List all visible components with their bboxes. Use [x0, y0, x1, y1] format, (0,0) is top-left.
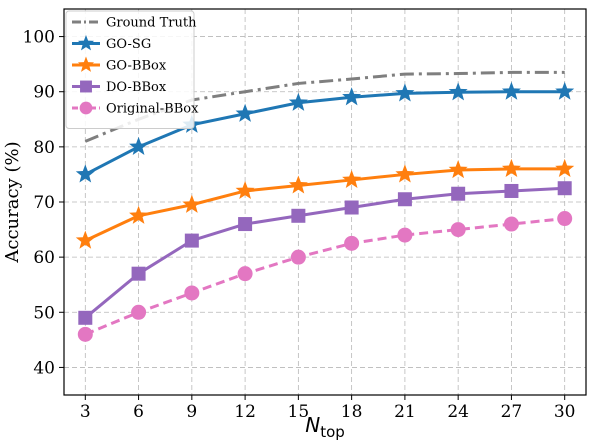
- series-line: [84, 167, 565, 242]
- y-tick-label: 50: [33, 303, 55, 323]
- data-point-star: [342, 169, 362, 189]
- legend-box: [65, 10, 195, 129]
- data-point-star: [288, 175, 308, 194]
- x-tick-label: 6: [133, 402, 144, 422]
- series-go-bbox: [75, 158, 575, 249]
- data-point-square: [80, 80, 92, 93]
- y-axis-ticks: 40 50 60 70 80 90 100: [23, 28, 64, 378]
- data-point-star: [501, 81, 521, 100]
- data-point-circle: [344, 235, 360, 251]
- series-line: [84, 217, 565, 336]
- x-tick-label: 21: [394, 402, 416, 422]
- data-point-star: [501, 158, 521, 177]
- data-point-circle: [79, 101, 93, 115]
- x-tick-label: 27: [501, 402, 523, 422]
- data-point-square: [504, 183, 519, 198]
- x-tick-label: 15: [288, 402, 310, 422]
- legend-label: GO-SG: [106, 37, 151, 52]
- series-line: [84, 186, 565, 319]
- y-tick-label: 40: [33, 358, 55, 378]
- legend-item: GO-BBox: [72, 56, 167, 74]
- data-point-square: [184, 233, 199, 248]
- y-tick-label: 70: [33, 193, 55, 213]
- y-axis-label: Accuracy (%): [2, 141, 23, 263]
- legend-label: Ground Truth: [106, 16, 197, 31]
- data-point-star: [555, 158, 575, 177]
- x-axis-ticks: 3 6 9 12 15 18 21 24 27 30: [80, 395, 576, 422]
- data-point-star: [75, 164, 95, 183]
- data-point-star: [555, 81, 575, 100]
- data-point-star: [342, 87, 362, 106]
- data-point-circle: [77, 326, 93, 342]
- data-point-square: [78, 310, 93, 325]
- series-line: [84, 90, 565, 176]
- x-tick-label: 3: [80, 402, 91, 422]
- data-point-star: [288, 92, 308, 111]
- data-point-circle: [184, 285, 200, 301]
- legend-item: Ground Truth: [72, 16, 197, 31]
- data-point-star: [129, 205, 149, 224]
- y-tick-label: 80: [33, 138, 55, 158]
- data-point-star: [77, 56, 95, 72]
- data-point-circle: [557, 211, 573, 227]
- data-point-square: [344, 200, 359, 215]
- data-point-square: [451, 186, 466, 201]
- data-point-circle: [131, 304, 147, 320]
- legend-label: Original-BBox: [106, 102, 199, 117]
- data-point-star: [75, 230, 95, 249]
- legend-item: GO-SG: [72, 35, 151, 52]
- x-tick-label: 24: [447, 402, 469, 422]
- series-original-bbox: [77, 211, 573, 342]
- y-tick-label: 90: [33, 83, 55, 103]
- x-tick-label: 9: [186, 402, 197, 422]
- data-point-square: [238, 217, 253, 232]
- x-axis-label-subscript: top: [320, 423, 345, 441]
- data-point-star: [182, 194, 202, 213]
- legend: Ground Truth GO-SG GO-BBox DO-BBox Original-…: [65, 10, 199, 129]
- data-point-circle: [237, 266, 253, 282]
- data-point-star: [235, 180, 255, 200]
- data-point-square: [557, 181, 572, 196]
- x-tick-label: 30: [554, 402, 576, 422]
- y-tick-label: 100: [23, 28, 55, 48]
- series-do-bbox: [78, 181, 572, 325]
- data-point-circle: [290, 249, 306, 265]
- legend-label: GO-BBox: [106, 59, 167, 74]
- data-point-star: [235, 103, 255, 122]
- x-axis-label-main: N: [305, 413, 320, 437]
- data-point-star: [448, 82, 468, 101]
- data-point-star: [395, 83, 415, 102]
- x-tick-label: 18: [341, 402, 363, 422]
- legend-item: Original-BBox: [72, 102, 199, 117]
- x-tick-label: 12: [234, 402, 256, 422]
- x-axis-label: Ntop: [305, 413, 345, 441]
- data-point-star: [395, 164, 415, 183]
- data-point-circle: [503, 216, 519, 232]
- data-point-star: [129, 136, 149, 155]
- data-point-square: [131, 266, 146, 281]
- y-tick-label: 60: [33, 248, 55, 268]
- data-point-star: [448, 160, 468, 179]
- data-point-square: [397, 192, 412, 207]
- legend-item: DO-BBox: [72, 80, 167, 95]
- data-point-circle: [397, 227, 413, 243]
- data-point-circle: [450, 222, 466, 238]
- data-point-square: [291, 208, 306, 223]
- legend-label: DO-BBox: [106, 80, 167, 95]
- data-point-star: [77, 35, 95, 51]
